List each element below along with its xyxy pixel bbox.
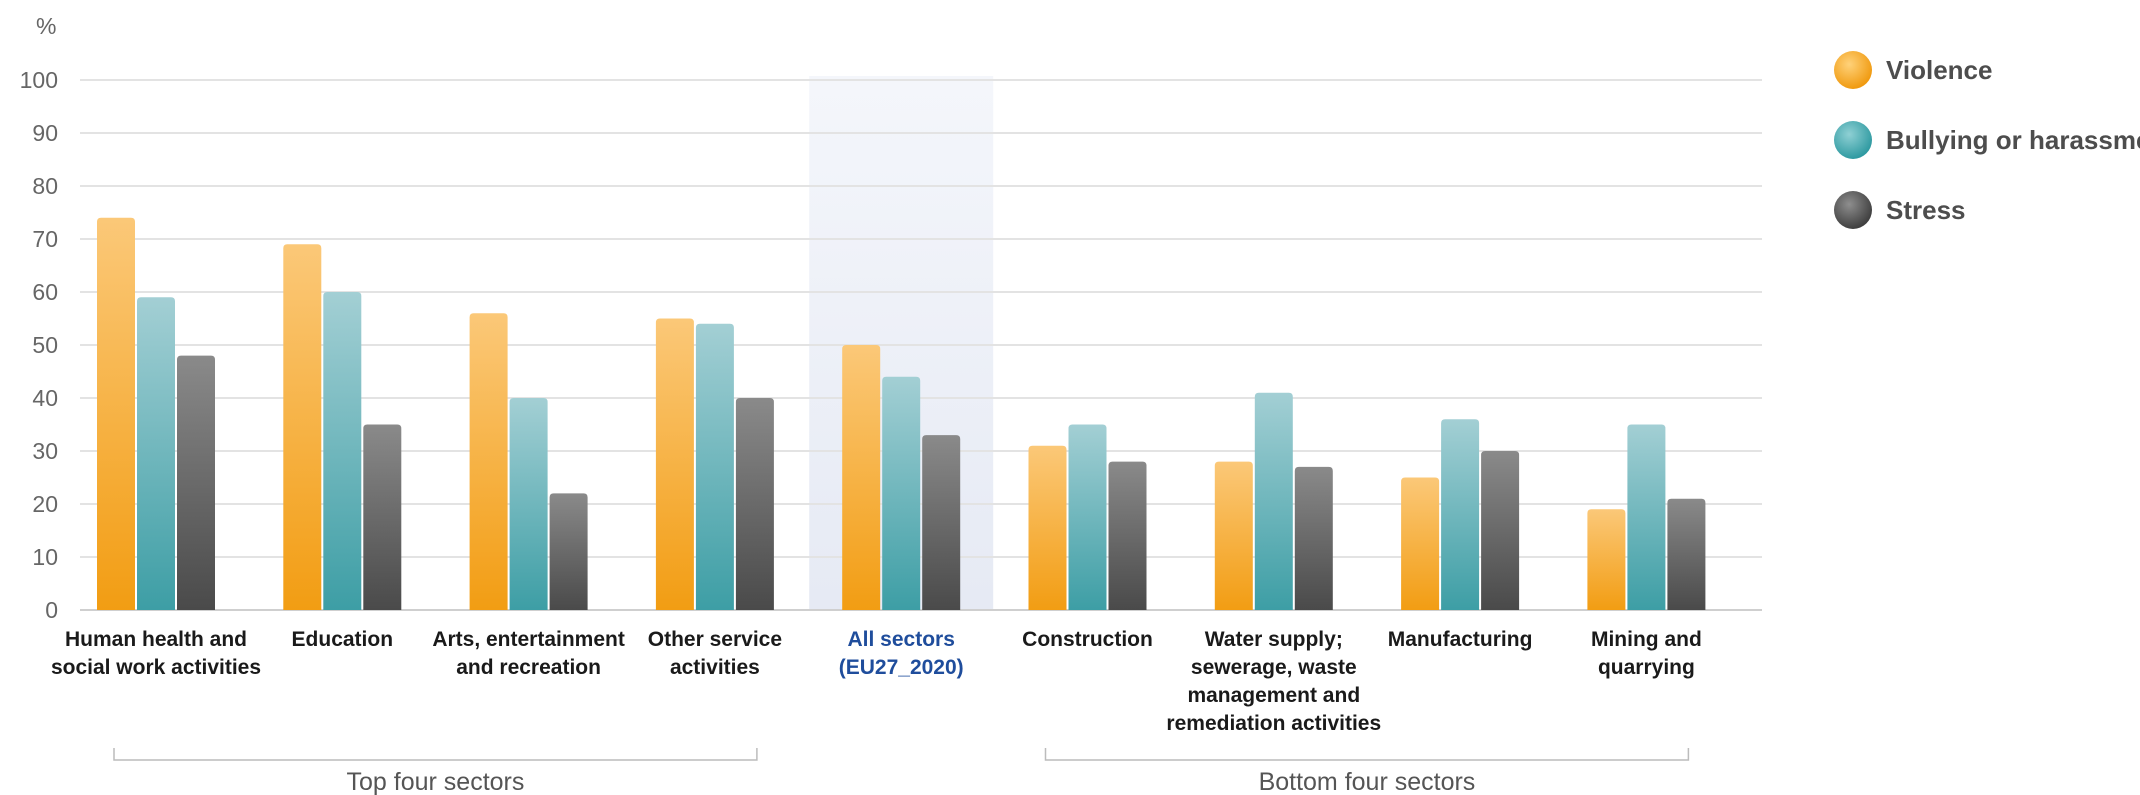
legend-label: Violence	[1886, 55, 1992, 85]
bar	[469, 313, 508, 610]
bar	[1401, 477, 1440, 610]
bar	[1627, 424, 1666, 610]
bar	[1587, 509, 1626, 610]
x-tick-label: Other service activities	[648, 628, 782, 679]
bar	[283, 244, 322, 611]
y-axis-unit-label: %	[36, 13, 56, 39]
bar	[1294, 466, 1333, 610]
legend-swatch	[1834, 121, 1872, 159]
bar	[549, 493, 588, 610]
y-tick-label: 80	[32, 173, 58, 199]
bar	[1667, 498, 1706, 610]
bar	[1108, 461, 1147, 610]
bar	[695, 323, 734, 610]
group-bracket	[1044, 748, 1690, 761]
x-tick-label: Education	[292, 628, 394, 651]
bar	[1028, 445, 1067, 610]
bar	[509, 398, 548, 610]
bar	[842, 345, 881, 610]
bar	[323, 292, 362, 610]
bar	[97, 217, 135, 611]
y-tick-label: 20	[32, 491, 58, 517]
group-label: Bottom four sectors	[1259, 768, 1476, 795]
group-bracket	[113, 748, 758, 761]
bar	[137, 297, 175, 610]
y-tick-label: 30	[32, 438, 58, 464]
bar	[177, 355, 215, 610]
bar	[1068, 424, 1107, 610]
y-tick-label: 50	[32, 332, 58, 358]
x-tick-label: Human health and social work activities	[51, 628, 261, 679]
x-tick-label: All sectors (EU27_2020)	[839, 628, 964, 679]
y-tick-label: 90	[32, 120, 58, 146]
bar	[1441, 419, 1480, 610]
bar	[735, 398, 774, 610]
bar	[882, 376, 921, 610]
y-tick-label: 40	[32, 385, 58, 411]
group-label: Top four sectors	[347, 768, 525, 795]
x-tick-label: Mining and quarrying	[1591, 628, 1702, 679]
bar	[363, 424, 402, 610]
y-tick-label: 70	[32, 226, 58, 252]
bar	[1254, 392, 1293, 610]
legend-swatch	[1834, 191, 1872, 229]
x-tick-label: Construction	[1022, 628, 1153, 651]
bar	[1481, 451, 1520, 610]
legend-swatch	[1834, 51, 1872, 89]
y-tick-label: 0	[45, 597, 58, 623]
bar	[922, 435, 961, 610]
bar	[1214, 461, 1253, 610]
x-tick-label: Water supply; sewerage, waste management a…	[1166, 628, 1381, 735]
legend-label: Bullying or harassment	[1886, 125, 2140, 155]
x-tick-label: Arts, entertainment and recreation	[432, 628, 625, 679]
x-tick-label: Manufacturing	[1388, 628, 1533, 651]
y-tick-label: 10	[32, 544, 58, 570]
y-tick-label: 60	[32, 279, 58, 305]
legend-label: Stress	[1886, 195, 1966, 225]
bar	[655, 318, 694, 610]
y-tick-label: 100	[20, 67, 58, 93]
